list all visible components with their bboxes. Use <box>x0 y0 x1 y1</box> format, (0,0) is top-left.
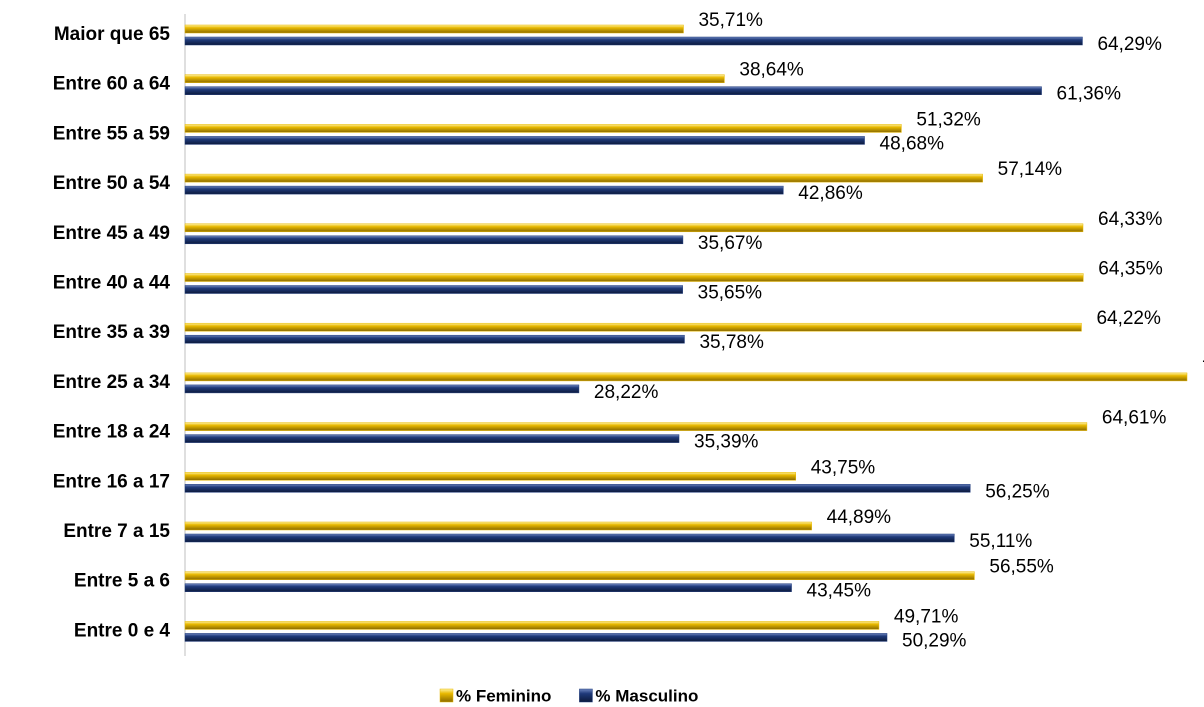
data-label: 64,33% <box>1098 209 1163 230</box>
y-tick-label: Entre 25 a 34 <box>53 372 171 393</box>
bar <box>184 124 902 133</box>
bar <box>184 334 685 344</box>
data-label: 38,64% <box>739 60 804 81</box>
bar <box>184 571 975 580</box>
y-tick-label: Entre 40 a 44 <box>53 273 171 294</box>
y-tick-label: Entre 50 a 54 <box>53 173 171 194</box>
y-tick-label: Entre 0 e 4 <box>74 620 171 641</box>
data-label: 35,78% <box>699 332 764 353</box>
y-tick-label: Entre 45 a 49 <box>53 223 170 244</box>
data-label: 56,25% <box>985 481 1050 502</box>
bar <box>184 273 1084 282</box>
bar <box>184 185 784 195</box>
bar <box>184 521 812 531</box>
data-label: 51,32% <box>916 109 981 130</box>
data-label: 48,68% <box>880 133 945 154</box>
y-tick-label: Maior que 65 <box>54 24 171 45</box>
data-label: 49,71% <box>894 606 959 627</box>
bar <box>184 74 725 83</box>
bar <box>184 173 983 183</box>
y-tick-label: Entre 18 a 24 <box>53 422 171 443</box>
data-label: 44,89% <box>827 507 892 528</box>
data-label: 61,36% <box>1057 84 1122 105</box>
data-label: 35,67% <box>698 233 763 254</box>
legend-label: % Masculino <box>595 686 698 705</box>
y-tick-label: Entre 16 a 17 <box>53 471 170 492</box>
bar <box>184 86 1042 95</box>
bar <box>184 285 683 294</box>
bar <box>184 533 955 543</box>
bar <box>184 583 792 592</box>
bar <box>184 36 1083 46</box>
y-tick-label: Entre 5 a 6 <box>74 571 170 592</box>
y-tick-label: Entre 35 a 39 <box>53 322 170 343</box>
bar <box>184 235 684 245</box>
bar <box>184 422 1088 431</box>
data-label: 57,14% <box>998 159 1063 180</box>
bar <box>184 24 684 34</box>
data-label: 64,29% <box>1097 34 1162 55</box>
data-label: 64,22% <box>1096 308 1161 329</box>
legend-swatch <box>579 688 593 703</box>
y-tick-label: Entre 7 a 15 <box>63 521 170 542</box>
bar <box>184 223 1084 233</box>
data-label: 43,45% <box>807 581 872 602</box>
bar <box>184 621 880 630</box>
bar <box>184 633 888 642</box>
data-label: 55,11% <box>969 531 1032 552</box>
bar <box>184 322 1082 332</box>
bar <box>184 434 680 443</box>
bar <box>184 136 865 145</box>
data-label: 35,65% <box>698 283 763 304</box>
legend-label: % Feminino <box>456 686 551 705</box>
data-label: 64,61% <box>1102 408 1167 429</box>
bar <box>184 384 580 394</box>
data-label: 28,22% <box>594 382 659 403</box>
bar <box>184 472 796 481</box>
data-label: 56,55% <box>989 557 1054 578</box>
bar <box>184 372 1188 382</box>
y-tick-label: Entre 60 a 64 <box>53 74 171 95</box>
y-tick-label: Entre 55 a 59 <box>53 123 170 144</box>
legend-swatch <box>439 688 454 703</box>
bar <box>184 484 971 493</box>
data-label: 35,39% <box>694 432 759 453</box>
data-label: 35,71% <box>698 10 763 31</box>
data-label: 71,78% <box>1202 358 1204 379</box>
data-label: 43,75% <box>811 457 876 478</box>
data-label: 42,86% <box>798 183 863 204</box>
data-label: 64,35% <box>1098 259 1163 280</box>
data-label: 50,29% <box>902 630 967 651</box>
